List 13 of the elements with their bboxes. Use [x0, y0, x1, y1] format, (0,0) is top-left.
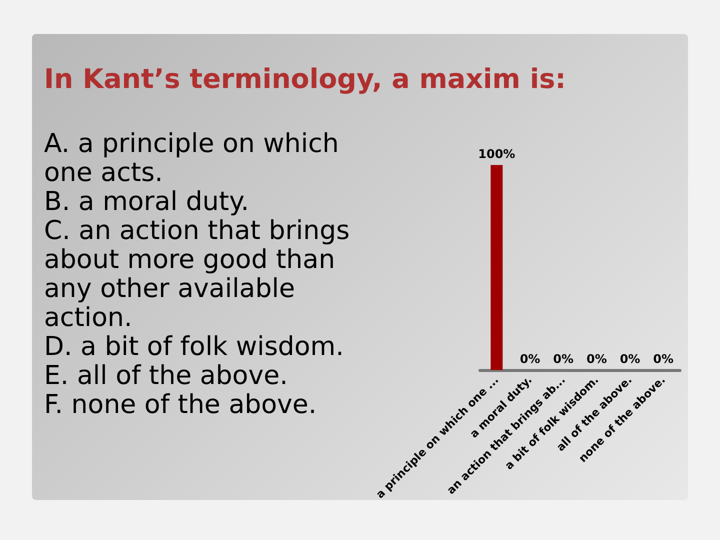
chart-title: In Kant’s terminology, a maxim is: — [44, 64, 566, 95]
data-label: 0% — [620, 352, 640, 366]
text: C. an action that brings about more good than any other available action. — [44, 216, 351, 333]
data-label: 0% — [653, 352, 674, 366]
text: D. a bit of folk wisdom. — [44, 332, 345, 362]
text: F. none of the above. — [44, 390, 317, 420]
data-label: 100% — [478, 147, 516, 161]
text: E. all of the above. — [44, 361, 288, 391]
data-label: 0% — [586, 352, 607, 366]
text: A. a principle on which one acts. — [44, 129, 340, 188]
data-label: 0% — [520, 352, 540, 366]
data-label: 0% — [553, 352, 574, 366]
text: B. a moral duty. — [44, 187, 250, 217]
